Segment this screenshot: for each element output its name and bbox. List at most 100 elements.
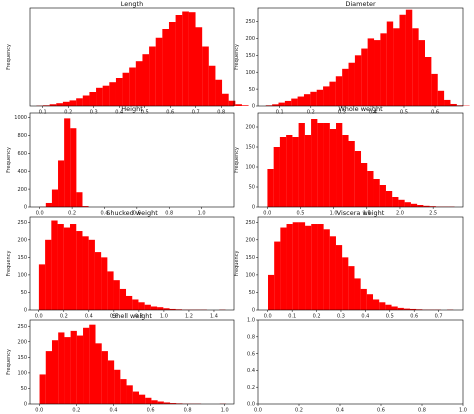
- histogram-bar: [82, 206, 89, 207]
- y-tick-label: 800: [17, 133, 27, 139]
- histogram-bar: [416, 309, 423, 310]
- y-tick-label: 200: [17, 339, 27, 345]
- histogram-bar: [132, 391, 139, 404]
- histogram-bar: [398, 199, 405, 207]
- histogram-bar: [129, 67, 136, 106]
- histogram-bar: [195, 27, 203, 106]
- histogram-bar: [76, 192, 83, 207]
- histogram-bar: [119, 288, 127, 310]
- y-tick-label: 250: [245, 220, 255, 226]
- y-tick-label: 0.0: [247, 402, 255, 408]
- histogram-bar: [386, 21, 394, 106]
- histogram-bar: [404, 202, 411, 207]
- y-tick-label: 0: [24, 402, 27, 408]
- histogram-bar: [150, 306, 158, 310]
- histogram-bar: [272, 104, 279, 106]
- y-axis-label: Frequency: [6, 147, 12, 173]
- x-tick-label: 0.2: [295, 408, 303, 414]
- histogram-bar: [304, 135, 312, 207]
- y-tick-label: 0: [252, 205, 255, 211]
- axes-frame: [257, 112, 464, 208]
- y-tick-label: 600: [17, 151, 27, 157]
- histogram-bar: [265, 105, 273, 106]
- histogram-bar: [278, 102, 285, 106]
- histogram-bar: [424, 57, 432, 106]
- histogram-bar: [138, 394, 146, 404]
- bars-group: [38, 220, 226, 310]
- y-axis-label: Frequency: [6, 251, 12, 277]
- histogram-bar: [51, 340, 59, 404]
- histogram-bar: [267, 169, 274, 207]
- x-tick-label: 0.6: [110, 314, 118, 320]
- histogram-bar: [303, 94, 311, 106]
- x-tick-label: 0.3: [90, 110, 98, 116]
- histogram-bar: [82, 95, 90, 106]
- x-tick-label: 0.0: [264, 314, 272, 320]
- chart-title: Viscera weight: [337, 209, 385, 217]
- histogram-bar: [399, 14, 406, 106]
- histogram-bar: [354, 55, 362, 106]
- histogram-bar: [450, 103, 457, 106]
- chart-title: Diameter: [345, 0, 376, 8]
- histogram-bar: [397, 307, 404, 310]
- chart-panel-6: Shell weight 0.0 0.2 0.4 0.6 0.8 1.0 0 50 100 150 2…: [6, 312, 235, 414]
- y-tick-label: 200: [245, 238, 255, 244]
- y-tick-label: 100: [245, 165, 255, 171]
- histogram-bar: [354, 278, 361, 310]
- histogram-bar: [38, 264, 46, 310]
- x-tick-label: 0.6: [166, 110, 174, 116]
- histogram-bar: [76, 231, 83, 310]
- y-tick-label: 0.8: [247, 335, 255, 341]
- y-axis-label: Frequency: [234, 147, 240, 173]
- y-tick-label: 100: [245, 70, 255, 76]
- x-tick-label: 0.5: [400, 110, 408, 116]
- histogram-bar: [323, 86, 330, 106]
- x-tick-label: 0.8: [184, 408, 192, 414]
- histogram-bar: [83, 327, 90, 404]
- x-tick-label: 0.2: [64, 110, 72, 116]
- histogram-bar: [188, 12, 196, 107]
- histogram-bar: [76, 335, 84, 404]
- histogram-bar: [228, 100, 236, 106]
- chart-panel-4: Shucked weight 0.0 0.2 0.4 0.6 0.8 1.0 1.2 1.4 0 5…: [6, 209, 235, 320]
- histogram-bar: [444, 99, 451, 106]
- histogram-bar: [342, 135, 349, 207]
- histogram-bar: [62, 101, 70, 106]
- histogram-bar: [51, 220, 58, 310]
- axes-frame: [257, 216, 464, 311]
- y-tick-label: 50: [21, 290, 27, 296]
- y-tick-label: 0: [252, 308, 255, 314]
- histogram-bar: [417, 205, 424, 207]
- histogram-bar: [316, 89, 324, 106]
- histogram-bar: [58, 160, 65, 207]
- histogram-bar: [144, 304, 151, 310]
- y-tick-label: 150: [245, 255, 255, 261]
- histogram-bar: [311, 119, 318, 207]
- x-tick-label: 0.4: [100, 211, 108, 217]
- bars-group: [39, 118, 89, 207]
- histogram-bar: [70, 330, 77, 404]
- histogram-bar: [423, 205, 430, 207]
- histogram-bar: [157, 307, 164, 310]
- axes-frame: [257, 7, 464, 107]
- x-tick-label: 0.1: [288, 314, 296, 320]
- histogram-bar: [101, 257, 108, 310]
- chart-title: Shucked weight: [106, 209, 158, 217]
- histogram-bar: [292, 137, 299, 207]
- axes-frame: [29, 216, 235, 311]
- x-tick-label: 0.6: [431, 110, 439, 116]
- histogram-bar: [361, 48, 368, 106]
- histogram-bar: [95, 343, 102, 404]
- y-axis-label: Frequency: [234, 251, 240, 277]
- histogram-bar: [132, 299, 139, 310]
- histogram-bar: [169, 308, 176, 310]
- x-tick-label: 1.0: [221, 408, 229, 414]
- histogram-bar: [138, 302, 145, 310]
- histogram-bar: [418, 40, 425, 106]
- y-tick-label: 150: [245, 145, 255, 151]
- histogram-bar: [163, 308, 170, 310]
- histogram-bar: [125, 295, 133, 310]
- y-tick-label: 250: [17, 220, 27, 226]
